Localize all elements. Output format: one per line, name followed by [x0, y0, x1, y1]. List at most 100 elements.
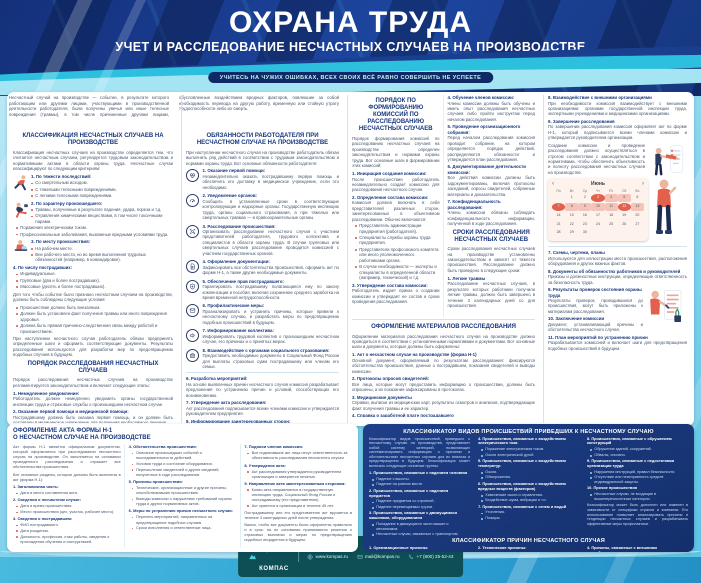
bullet-list: На рабочем месте. Вне рабочего места, но … [16, 246, 173, 263]
bullet-item: Дата рождения. [16, 528, 121, 533]
numbered-item: 2. Сведения о несчастном случае: Дата и в… [13, 497, 121, 514]
bullet-item: Падение на ровном месте. [372, 482, 470, 487]
bullet-item: Отсутствие или неисправность средств инд… [590, 475, 688, 484]
item-title: 7. Схемы, чертежи, планы [548, 250, 687, 256]
bullet-text: Выводы комиссии о нарушениях требований … [135, 496, 232, 507]
footer-phone[interactable]: +7 (800) 25-52-43 [409, 554, 453, 560]
footer-email[interactable]: mail@kompas.ru [357, 554, 400, 560]
item-title: 2. Протоколы опросов свидетелей: [352, 376, 535, 382]
bullet-dot [131, 463, 134, 466]
illustration-woman-calendar [651, 178, 677, 243]
bullet-item: Групповые (два и более пострадавших). [16, 278, 173, 284]
document-icon [186, 260, 199, 274]
item-title-text: Документы об обязанностях работников и р… [552, 268, 681, 274]
bullet-list: Акт расследования утверждается руководит… [247, 469, 352, 479]
item-title-text: Разработка мероприятий: [190, 376, 248, 382]
paragraph: Вот основные разделы, которые должны быт… [13, 471, 121, 482]
duty-item-body: 4. Оформление документации: Зафиксировать… [203, 259, 340, 275]
paragraph: Создание комиссии и проведение расследов… [548, 142, 645, 175]
item-text: Сообщить в установленные сроки в соответ… [202, 198, 340, 221]
bullet-text: Вне рабочего места, но во время выполнен… [35, 251, 146, 263]
item-text: Информировать трудовой коллектив о произ… [202, 333, 340, 345]
bullet-dot [247, 488, 250, 491]
bullet-text: Сроки исполнения и ответственные лица. [135, 525, 212, 531]
poster-subtitle: УЧЕТ И РАССЛЕДОВАНИЕ НЕСЧАСТНЫХ СЛУЧАЕВ … [115, 40, 586, 54]
item-title: 4. Происшествия, связанные с воздействие… [478, 436, 579, 447]
section-header: СРОКИ РАССЛЕДОВАНИЯ НЕСЧАСТНЫХ СЛУЧАЕВ [452, 229, 530, 243]
item-title: 7. Подписи членов комиссии: [244, 444, 352, 449]
bullet-item: Ожоги. [481, 470, 579, 475]
bullet-dot [16, 313, 18, 316]
bullet-dot [131, 498, 134, 501]
section-header: ОБЯЗАННОСТИ РАБОТОДАТЕЛЯ ПРИ НЕСЧАСТНОМ … [196, 133, 329, 147]
bullet-list: Технические, организационные и другие пр… [131, 485, 237, 507]
paragraph: Классификатор видов происшествий, привед… [369, 436, 470, 468]
numbered-item: 10. Заключение комиссии Документ, устанав… [548, 316, 687, 332]
item-title-text: Оказание первой помощи и медицинской пом… [17, 409, 129, 415]
numbered-item: 8. Взаимодействие с внешними организация… [548, 95, 687, 117]
item-number: 6. [478, 480, 483, 486]
item-title-text: Утверждение акта расследования: [190, 400, 267, 406]
bullet-dot [131, 469, 134, 472]
bullet-dot [590, 454, 592, 457]
bullet-text: Поражения электрическим током. [20, 225, 88, 231]
item-text: Все лица, которые могут предоставить инф… [352, 381, 535, 393]
numbered-item: 1. Немедленное уведомление: Работодатель … [13, 391, 173, 407]
footer-website[interactable]: www.kompas.ru [308, 554, 348, 560]
bullet-item: Со смертельным исходом. [31, 180, 173, 186]
calendar-day: 2 [583, 195, 586, 200]
duty-item: 1. Оказание первой помощи: Незамедлительн… [186, 168, 339, 190]
paragraph: Акт формы Н-1 является официальным докум… [13, 444, 121, 470]
item-number: 4. [13, 264, 18, 270]
bullet-dot [372, 484, 374, 487]
item-title-text: Определение состава комиссии: [356, 194, 429, 200]
bullet-item: Падение с высоты. [372, 477, 470, 482]
bullet-item: Несчастные случаи, связанные с транспорт… [372, 532, 470, 537]
brand-name: КОМПАС [259, 565, 289, 572]
bullet-list: Травмы, полученные в результате падения,… [16, 207, 173, 237]
calendar-day: 18 [609, 212, 614, 217]
bullet-dot [372, 479, 374, 481]
calendar-dow: Ср [582, 189, 588, 194]
illustration-person-falling [13, 174, 29, 196]
bullet-text: Попадание в движущиеся части машин и мех… [376, 522, 449, 531]
bullet-dot [481, 494, 483, 497]
bullet-text: С легкими телесными повреждениями. [35, 193, 113, 199]
bullet-text: Технические, организационные и другие пр… [135, 485, 227, 496]
classifier-causes-columns: 1. Организационные причины:Недостатки в … [369, 545, 688, 552]
bullet-text: Обрушения зданий, сооружений. [594, 447, 652, 452]
calendar-day: 11 [604, 203, 618, 211]
classifier-types-columns: Классификатор видов происшествий, привед… [369, 436, 688, 537]
item-title: 7. Информирование коллектива: [203, 328, 340, 334]
classifier-panel: КЛАССИФИКАТОР ВИДОВ ПРОИСШЕСТВИЙ ПРИВЕДШ… [363, 424, 694, 552]
item-number: 1. [447, 275, 453, 281]
numbered-item: 1. Инициация создания комиссии: После про… [352, 171, 440, 193]
bullet-item: Специалисты службы охраны труда предприя… [355, 235, 440, 246]
numbered-item: 1. Заголовочная часть: Дата и место соста… [13, 484, 121, 495]
item-title-text: Расследование происшествия: [207, 223, 276, 229]
bullet-text: На рабочем месте. [35, 245, 73, 251]
item-text: При необходимости комиссия взаимодейству… [548, 100, 687, 117]
illustration-person-slipping [13, 201, 29, 223]
item-number: 1. [31, 173, 36, 179]
bullet-item: Воздействие шума, вибрации и т.п. [481, 498, 579, 503]
item-number: 9. [548, 287, 553, 292]
duty-item: 8. Взаимодействие с органами социального… [186, 348, 339, 370]
n1-header-line1: ОФОРМЛЕНИЕ АКТА ФОРМЫ Н-1 [13, 428, 113, 434]
duty-item-body: 1. Оказание первой помощи: Незамедлительн… [203, 168, 340, 190]
bullet-text: Падение предметов со строений. [376, 499, 435, 504]
bullet-item: На рабочем месте. [31, 246, 173, 252]
item-title: 1. Акт о несчастном случае на производст… [352, 352, 535, 358]
bullet-dot [16, 492, 18, 495]
numbered-item: 7. Подписи членов комиссии: Все подписавш… [244, 444, 352, 460]
calendar-dow: Чт [596, 189, 600, 194]
item-title-text: Акт о несчастном случае на производстве … [356, 352, 477, 358]
bullet-dot [31, 254, 33, 256]
bullet-text: Все подписавшие акт лица несут ответстве… [251, 450, 348, 461]
bullet-item: Массовые (десять и более пострадавших). [16, 284, 173, 290]
bullet-text: Отсутствие или неисправность средств инд… [594, 475, 664, 484]
item-title-text: Обеспечение прав пострадавшего: [207, 278, 284, 284]
item-title: 7. Происшествия, связанные с огнем и вод… [478, 504, 579, 510]
duty-item-body: 3. Расследование происшествия: Организова… [203, 224, 340, 257]
section-header: ПОРЯДОК РАССЛЕДОВАНИЯ НЕСЧАСТНЫХ СЛУЧАЕВ [27, 360, 159, 374]
